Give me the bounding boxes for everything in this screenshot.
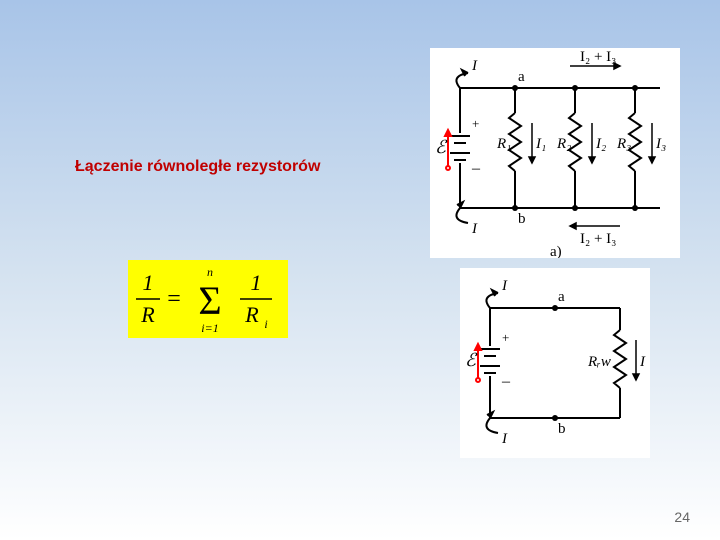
slide-title: Łączenie równoległe rezystorów — [75, 158, 320, 176]
formula-rhs-num: 1 — [251, 270, 262, 295]
lbl-I23-top: I₂ + I₃ — [580, 49, 616, 65]
lbl-R1: R₁ — [496, 136, 511, 152]
formula-rhs-den-sub: i — [264, 317, 267, 331]
lbl-I-bot: I — [471, 221, 478, 237]
circuit-diagram-equivalent: I a Rᵣw I ℰ + – b I — [460, 268, 650, 458]
svg-text:–: – — [471, 160, 481, 177]
page-number-text: 24 — [674, 509, 690, 525]
lbl-I-top2: I — [501, 278, 508, 294]
lbl-a: a — [518, 69, 525, 85]
formula-lhs-den: R — [140, 302, 155, 327]
lbl-b2: b — [558, 421, 566, 437]
formula-lhs-num: 1 — [143, 270, 154, 295]
svg-text:+: + — [472, 116, 479, 131]
lbl-a2: a — [558, 289, 565, 305]
page-number: 24 — [674, 509, 690, 525]
lbl-sub-a: a) — [550, 244, 562, 258]
circuit-top-svg: I a I₂ + I₃ R₁ I₁ R₂ I₂ R₃ I₃ ℰ + – b I … — [430, 48, 680, 258]
svg-text:+: + — [502, 330, 509, 345]
lbl-I-right: I — [639, 354, 646, 370]
lbl-R2: R₂ — [556, 136, 571, 152]
circuit-bot-svg: I a Rᵣw I ℰ + – b I — [460, 268, 650, 458]
circuit-diagram-parallel: I a I₂ + I₃ R₁ I₁ R₂ I₂ R₃ I₃ ℰ + – b I … — [430, 48, 680, 258]
lbl-emf-top: ℰ — [435, 137, 448, 157]
formula-eq: = — [167, 286, 181, 312]
formula-svg: 1 R = Σ n i=1 1 R i — [128, 260, 288, 338]
formula-parallel-resistors: 1 R = Σ n i=1 1 R i — [128, 260, 288, 338]
title-text: Łączenie równoległe rezystorów — [75, 158, 320, 175]
formula-sigma: Σ — [198, 278, 221, 323]
lbl-b: b — [518, 211, 526, 227]
formula-sum-upper: n — [207, 265, 213, 279]
lbl-Rrw: Rᵣw — [587, 354, 611, 370]
lbl-I-bot2: I — [501, 431, 508, 447]
lbl-I-top: I — [471, 58, 478, 74]
formula-sum-lower: i=1 — [201, 321, 218, 335]
formula-rhs-den: R — [244, 302, 259, 327]
lbl-R3: R₃ — [616, 136, 631, 152]
lbl-I2: I₂ — [595, 136, 606, 152]
svg-text:–: – — [501, 373, 511, 390]
lbl-I1: I₁ — [535, 136, 546, 152]
lbl-I23-bot: I₂ + I₃ — [580, 231, 616, 247]
lbl-emf-bot: ℰ — [465, 350, 478, 370]
lbl-I3: I₃ — [655, 136, 666, 152]
